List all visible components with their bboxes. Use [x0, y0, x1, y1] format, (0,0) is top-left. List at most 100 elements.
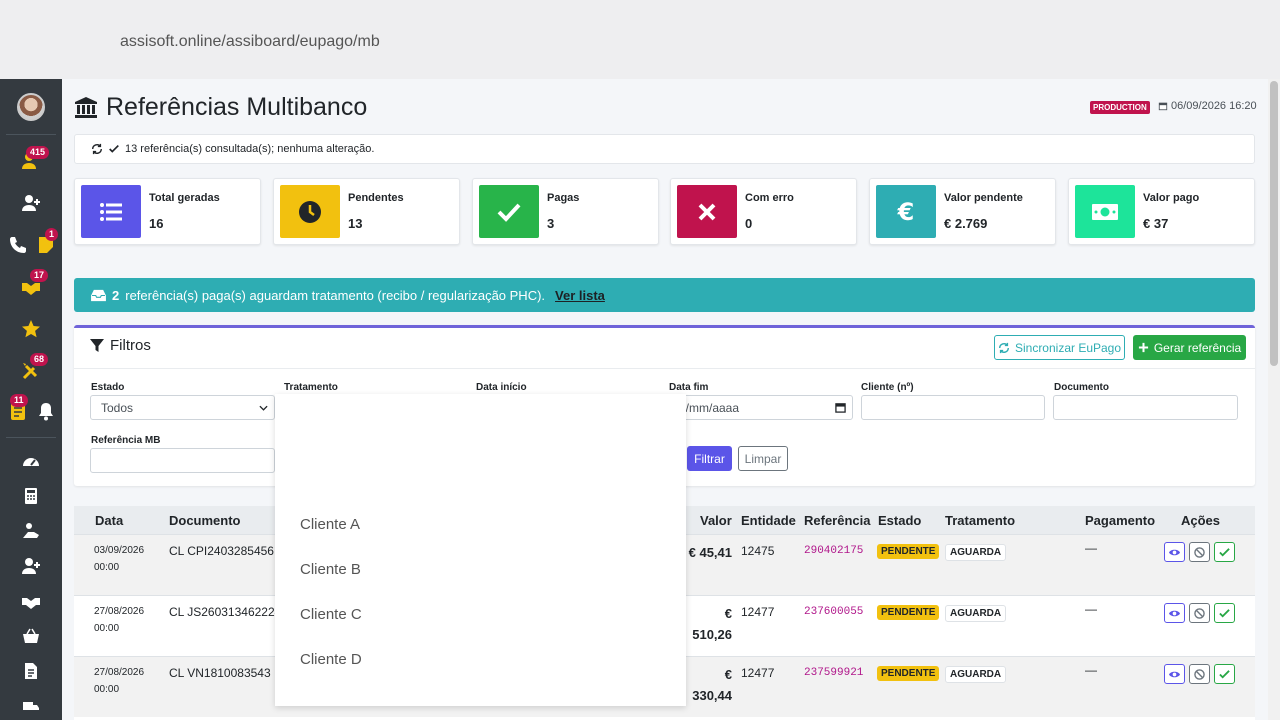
filters-header: Filtros: [90, 337, 151, 354]
scrollbar-thumb[interactable]: [1270, 81, 1278, 366]
generate-label: Gerar referência: [1153, 340, 1242, 355]
data-fim-input[interactable]: d/mm/aaaa: [668, 395, 853, 420]
cancel-button[interactable]: [1189, 542, 1210, 562]
col-valor[interactable]: Valor: [700, 513, 732, 528]
bell-icon[interactable]: [32, 397, 60, 425]
browser-url-bar: assisoft.online/assiboard/eupago/mb: [0, 0, 1280, 79]
refresh-icon: [998, 342, 1009, 353]
estado-select[interactable]: Todos: [90, 395, 275, 420]
status-badge: PENDENTE: [877, 544, 940, 559]
add-user-icon[interactable]: [17, 189, 45, 217]
estado-value: Todos: [101, 400, 134, 415]
filters-title: Filtros: [110, 337, 151, 354]
view-button[interactable]: [1164, 664, 1185, 684]
basket-icon[interactable]: [17, 622, 45, 650]
dropdown-option[interactable]: Cliente B: [300, 561, 361, 578]
card-valor-pendente: € Valor pendente € 2.769: [869, 178, 1056, 245]
calculator-icon[interactable]: [17, 482, 45, 510]
invoice-icon[interactable]: [17, 657, 45, 685]
partners-icon[interactable]: [17, 587, 45, 615]
col-estado[interactable]: Estado: [878, 513, 922, 528]
alerts-badge: 11: [10, 394, 28, 407]
phone-icon[interactable]: [4, 231, 32, 259]
user-avatar[interactable]: [17, 93, 45, 121]
row-referencia: 237600055: [804, 606, 864, 618]
eye-icon: [1169, 610, 1180, 616]
row-pagamento: —: [1085, 541, 1097, 555]
handshake-icon[interactable]: [17, 273, 45, 301]
calendar-icon[interactable]: [835, 402, 846, 413]
dropdown-option[interactable]: Cliente D: [300, 651, 362, 668]
card-com-erro: Com erro 0: [670, 178, 857, 245]
row-document: CL VN1810083543: [169, 666, 271, 680]
sync-label: Sincronizar EuPago: [1014, 340, 1122, 355]
url-text[interactable]: assisoft.online/assiboard/eupago/mb: [120, 33, 380, 50]
col-referencia[interactable]: Referência: [804, 513, 871, 528]
calendar-icon: [1158, 102, 1168, 111]
referencia-label: Referência MB: [91, 435, 161, 446]
col-entidade[interactable]: Entidade: [741, 513, 796, 528]
row-entidade: 12477: [741, 666, 775, 680]
confirm-button[interactable]: [1214, 664, 1235, 684]
view-button[interactable]: [1164, 542, 1185, 562]
row-date: 27/08/2026 00:00: [94, 606, 145, 634]
generate-reference-button[interactable]: Gerar referência: [1133, 335, 1246, 360]
confirm-button[interactable]: [1214, 542, 1235, 562]
limpar-button[interactable]: Limpar: [738, 446, 788, 471]
check-icon: [109, 144, 119, 153]
referencia-input[interactable]: [90, 448, 275, 473]
cancel-button[interactable]: [1189, 664, 1210, 684]
card-label: Valor pago: [1143, 192, 1200, 204]
card-value: € 2.769: [944, 216, 988, 231]
clipboard-icon[interactable]: [4, 397, 32, 425]
tratamento-dropdown: Cliente A Cliente B Cliente C Cliente D: [275, 394, 686, 706]
documento-input[interactable]: [1053, 395, 1238, 420]
dashboard-icon[interactable]: [17, 447, 45, 475]
note-icon[interactable]: [32, 231, 60, 259]
estado-label: Estado: [91, 382, 125, 393]
ver-lista-link[interactable]: Ver lista: [555, 287, 605, 303]
card-value: 0: [745, 216, 753, 231]
row-valor: €330,44: [692, 667, 732, 703]
datetime: 06/09/2026 16:20: [1158, 100, 1257, 112]
card-total-geradas: Total geradas 16: [74, 178, 261, 245]
check-icon: [479, 185, 539, 238]
page-scrollbar[interactable]: [1268, 79, 1280, 720]
row-valor: € 45,41: [688, 545, 732, 560]
col-tratamento[interactable]: Tratamento: [945, 513, 1016, 528]
view-button[interactable]: [1164, 603, 1185, 623]
cancel-button[interactable]: [1189, 603, 1210, 623]
confirm-button[interactable]: [1214, 603, 1235, 623]
star-icon[interactable]: [17, 315, 45, 343]
col-data[interactable]: Data: [95, 513, 124, 528]
bank-icon: [75, 96, 97, 118]
dropdown-option[interactable]: Cliente C: [300, 606, 362, 623]
col-pagamento[interactable]: Pagamento: [1085, 513, 1156, 528]
x-icon: [677, 185, 737, 238]
row-document: CL CPI2403285456: [169, 544, 274, 558]
filtrar-button[interactable]: Filtrar: [687, 446, 732, 471]
row-valor: €510,26: [692, 606, 732, 642]
eye-icon: [1169, 671, 1180, 677]
col-documento[interactable]: Documento: [169, 513, 241, 528]
tools-icon[interactable]: [17, 357, 45, 385]
tools-badge: 68: [30, 353, 49, 366]
status-badge: PENDENTE: [877, 605, 940, 620]
sync-eupago-button[interactable]: Sincronizar EuPago: [994, 335, 1125, 360]
card-label: Pendentes: [348, 192, 404, 204]
delivery-icon[interactable]: [17, 692, 45, 720]
add-contact-icon[interactable]: [17, 552, 45, 580]
list-icon: [81, 185, 141, 238]
datetime-text: 06/09/2026 16:20: [1171, 100, 1257, 112]
handshake-badge: 17: [30, 269, 49, 282]
treatment-badge: AGUARDA: [945, 605, 1007, 622]
payment-icon[interactable]: [17, 517, 45, 545]
row-referencia: 290402175: [804, 545, 864, 557]
ban-icon: [1194, 607, 1205, 619]
data-fim-value: d/mm/aaaa: [679, 400, 740, 415]
filters-divider: [74, 368, 1255, 369]
dropdown-option[interactable]: Cliente A: [300, 516, 361, 533]
card-pagas: Pagas 3: [472, 178, 659, 245]
cliente-input[interactable]: [861, 395, 1045, 420]
card-label: Com erro: [745, 192, 794, 204]
